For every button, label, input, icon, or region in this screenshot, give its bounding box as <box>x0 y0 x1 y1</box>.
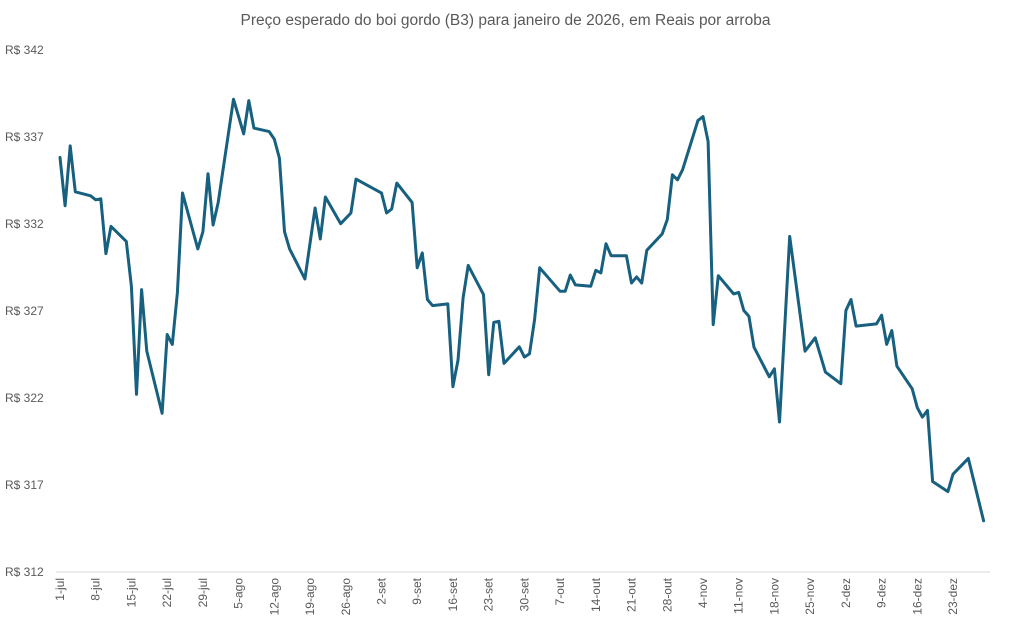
x-tick-label: 7-out <box>553 577 567 605</box>
x-tick-label: 1-jul <box>53 578 67 601</box>
x-tick-label: 11-nov <box>732 578 746 614</box>
x-tick-label: 23-dez <box>946 578 960 615</box>
series-line <box>58 97 986 523</box>
x-tick-label: 8-jul <box>89 578 103 601</box>
x-tick-label: 18-nov <box>767 578 781 615</box>
x-tick-label: 21-out <box>625 577 639 612</box>
y-tick-label: R$ 317 <box>5 478 44 492</box>
x-tick-label: 4-nov <box>696 578 710 608</box>
x-tick-label: 9-set <box>410 577 424 604</box>
x-tick-label: 25-nov <box>803 578 817 615</box>
x-tick-label: 2-dez <box>839 578 853 608</box>
x-tick-label: 19-ago <box>303 578 317 616</box>
x-tick-label: 9-dez <box>875 578 889 608</box>
x-tick-label: 30-set <box>517 577 531 611</box>
x-tick-label: 5-ago <box>232 578 246 609</box>
x-tick-label: 12-ago <box>267 578 281 616</box>
x-tick-label: 23-set <box>482 577 496 611</box>
x-tick-label: 15-jul <box>124 578 138 607</box>
x-tick-label: 14-out <box>589 577 603 612</box>
x-tick-label: 29-jul <box>196 578 210 607</box>
y-tick-label: R$ 337 <box>5 130 44 144</box>
x-tick-label: 28-out <box>660 577 674 612</box>
y-tick-label: R$ 342 <box>5 43 44 57</box>
y-tick-label: R$ 322 <box>5 391 44 405</box>
x-tick-label: 26-ago <box>339 578 353 616</box>
chart-title: Preço esperado do boi gordo (B3) para ja… <box>240 12 771 29</box>
x-tick-label: 22-jul <box>160 578 174 607</box>
x-tick-label: 2-set <box>374 577 388 604</box>
x-tick-label: 16-set <box>446 577 460 611</box>
y-tick-label: R$ 332 <box>5 217 44 231</box>
y-tick-label: R$ 312 <box>5 565 44 579</box>
y-tick-label: R$ 327 <box>5 304 44 318</box>
x-tick-label: 16-dez <box>910 578 924 615</box>
